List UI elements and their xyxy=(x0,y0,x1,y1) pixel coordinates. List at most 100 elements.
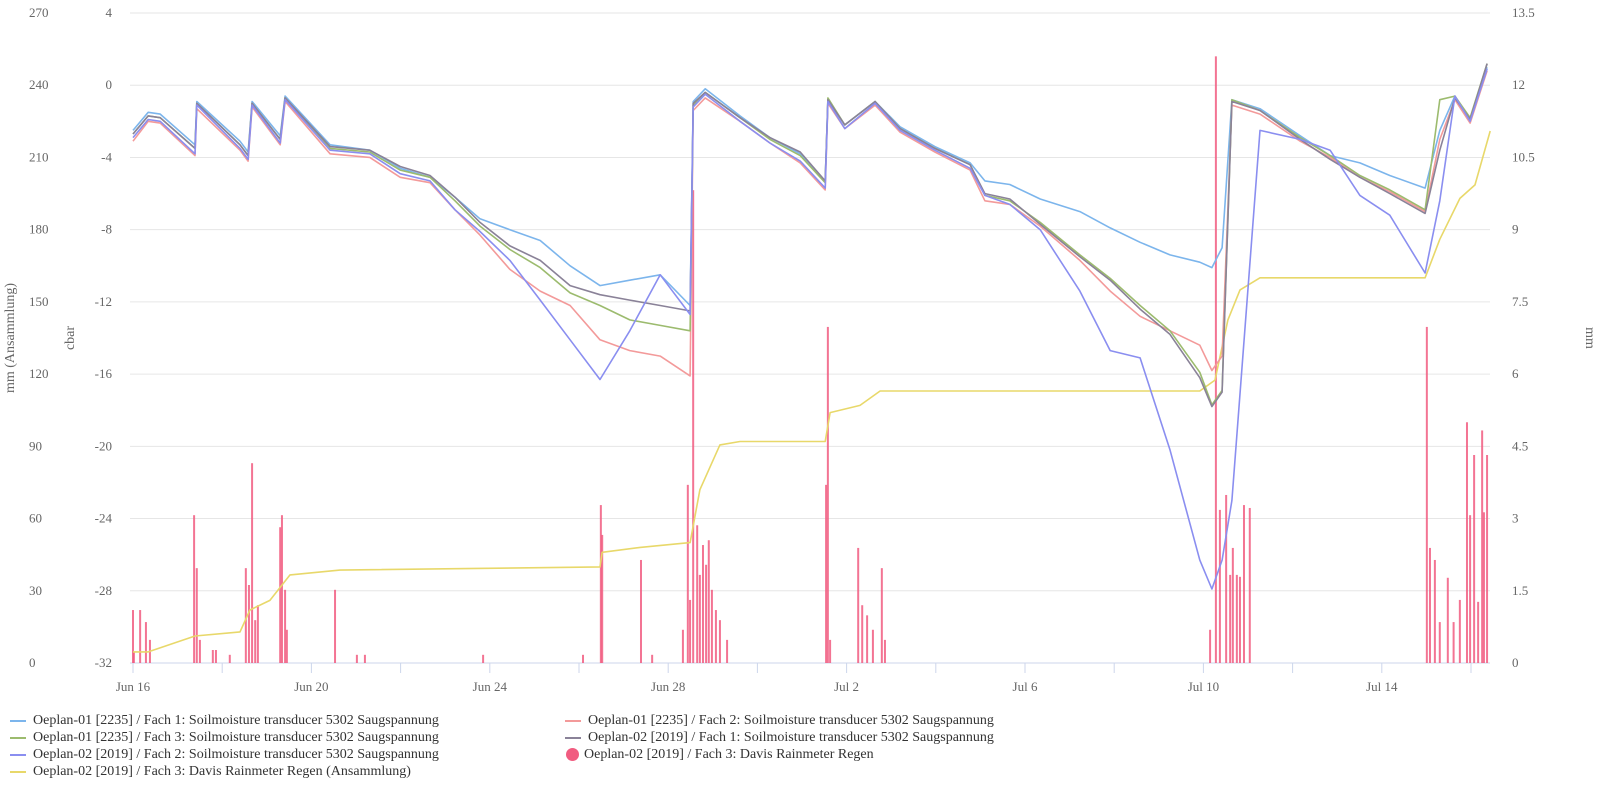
rain-bar xyxy=(689,599,692,663)
y-tick-label-mm-rain: 13.5 xyxy=(1512,5,1535,20)
rain-bar xyxy=(651,654,654,663)
y-tick-label-mm-rain: 12 xyxy=(1512,77,1525,92)
legend-item[interactable]: Oeplan-02 [2019] / Fach 1: Soilmoisture … xyxy=(565,729,1110,746)
rain-bar xyxy=(696,525,699,663)
rain-bar xyxy=(211,650,214,663)
legend-label: Oeplan-02 [2019] / Fach 2: Soilmoisture … xyxy=(33,747,439,762)
y-tick-label-mm-cumulative: 120 xyxy=(29,366,49,381)
legend-item[interactable]: Oeplan-02 [2019] / Fach 3: Davis Rainmet… xyxy=(10,763,565,780)
rain-bar xyxy=(1425,326,1428,663)
rain-bar xyxy=(1452,622,1455,663)
rain-bar xyxy=(144,622,147,663)
rain-bar xyxy=(1248,507,1251,663)
y-tick-label-mm-cumulative: 150 xyxy=(29,294,49,309)
y-tick-label-mm-cumulative: 60 xyxy=(29,511,42,526)
rain-bar xyxy=(334,589,337,663)
rain-bar xyxy=(1446,577,1449,663)
rain-bar xyxy=(883,639,886,663)
legend-item[interactable]: Oeplan-01 [2235] / Fach 3: Soilmoisture … xyxy=(10,729,565,746)
legend-marker-line-icon xyxy=(10,770,26,773)
y-tick-label-cbar: -32 xyxy=(95,655,112,670)
rain-bar xyxy=(686,484,689,663)
y-tick-label-mm-rain: 0 xyxy=(1512,655,1519,670)
rain-bar xyxy=(355,654,358,663)
rain-bar xyxy=(826,326,829,663)
y-tick-label-mm-rain: 10.5 xyxy=(1512,149,1535,164)
rain-bar xyxy=(1209,629,1212,663)
y-tick-label-cbar: -28 xyxy=(95,583,112,598)
y-tick-label-cbar: 0 xyxy=(106,77,113,92)
y-tick-label-cbar: -16 xyxy=(95,366,113,381)
rain-bar xyxy=(1428,547,1431,663)
y-tick-label-mm-cumulative: 180 xyxy=(29,222,49,237)
rain-bar xyxy=(718,620,721,663)
rain-bar xyxy=(705,564,708,663)
grid-lines xyxy=(130,12,1490,664)
rain-bar xyxy=(244,568,247,663)
legend-marker-dot-icon xyxy=(566,748,579,761)
y-tick-label-mm-cumulative: 210 xyxy=(29,149,49,164)
rain-bar xyxy=(692,190,695,663)
rain-bar xyxy=(698,574,701,663)
rain-bar xyxy=(251,463,254,663)
rain-bar xyxy=(710,589,713,663)
rain-bar xyxy=(1242,505,1245,663)
legend-label: Oeplan-01 [2235] / Fach 2: Soilmoisture … xyxy=(588,713,994,728)
legend-label: Oeplan-01 [2235] / Fach 3: Soilmoisture … xyxy=(33,730,439,745)
rain-bar xyxy=(1433,559,1436,663)
rain-bar xyxy=(1238,576,1241,663)
y-tick-label-mm-rain: 6 xyxy=(1512,366,1519,381)
rain-bar xyxy=(1482,512,1485,663)
y-tick-label-mm-rain: 4.5 xyxy=(1512,438,1528,453)
rain-bar xyxy=(1473,455,1476,663)
legend-item[interactable]: Oeplan-01 [2235] / Fach 1: Soilmoisture … xyxy=(10,712,565,729)
rain-bar xyxy=(707,540,710,663)
rain-bar xyxy=(1235,574,1238,663)
rain-bar xyxy=(639,559,642,663)
rain-bar xyxy=(701,545,704,663)
series-line-1 xyxy=(132,70,1488,377)
y-tick-label-mm-rain: 3 xyxy=(1512,511,1519,526)
x-tick-label: Jun 20 xyxy=(294,679,328,694)
rain-bar xyxy=(247,585,250,663)
rain-bar xyxy=(214,650,217,663)
rain-bar xyxy=(1465,422,1468,663)
rain-bar xyxy=(285,629,288,663)
x-tick-label: Jun 28 xyxy=(651,679,685,694)
series-line-3 xyxy=(132,63,1488,408)
legend-item[interactable]: Oeplan-02 [2019] / Fach 2: Soilmoisture … xyxy=(10,746,565,763)
axis-title-mm-cumulative: mm (Ansammlung) xyxy=(3,283,18,393)
y-tick-label-cbar: 4 xyxy=(106,5,113,20)
series-lines xyxy=(132,63,1491,653)
legend-marker-line-icon xyxy=(565,736,581,739)
y-tick-label-cbar: -20 xyxy=(95,438,112,453)
legend-label: Oeplan-01 [2235] / Fach 1: Soilmoisture … xyxy=(33,713,439,728)
rain-bar xyxy=(1458,599,1461,663)
x-tick-label: Jul 2 xyxy=(834,679,859,694)
x-tick-label: Jul 14 xyxy=(1366,679,1398,694)
legend-item[interactable]: Oeplan-02 [2019] / Fach 3: Davis Rainmet… xyxy=(565,746,1110,763)
legend-label: Oeplan-02 [2019] / Fach 1: Soilmoisture … xyxy=(588,730,994,745)
y-tick-label-mm-rain: 1.5 xyxy=(1512,583,1528,598)
y-tick-label-mm-cumulative: 240 xyxy=(29,77,49,92)
legend-label: Oeplan-02 [2019] / Fach 3: Davis Rainmet… xyxy=(33,764,411,779)
legend-item[interactable]: Oeplan-01 [2235] / Fach 2: Soilmoisture … xyxy=(565,712,1110,729)
rain-bar xyxy=(256,605,259,663)
rain-bar xyxy=(829,639,832,663)
series-line-0 xyxy=(132,66,1488,307)
legend-marker-line-icon xyxy=(10,736,26,739)
rain-bar xyxy=(363,654,366,663)
rain-bar xyxy=(280,515,283,663)
y-tick-label-cbar: -24 xyxy=(95,511,113,526)
rain-bar xyxy=(857,547,860,663)
rain-bar xyxy=(195,568,198,663)
rain-bar xyxy=(871,629,874,663)
x-tick-label: Jun 16 xyxy=(116,679,151,694)
legend-marker-line-icon xyxy=(10,719,26,722)
rain-bar xyxy=(599,505,602,663)
x-tick-label: Jul 10 xyxy=(1188,679,1219,694)
rain-bar xyxy=(132,610,134,663)
series-line-4 xyxy=(132,68,1488,590)
rain-bar xyxy=(726,639,729,663)
